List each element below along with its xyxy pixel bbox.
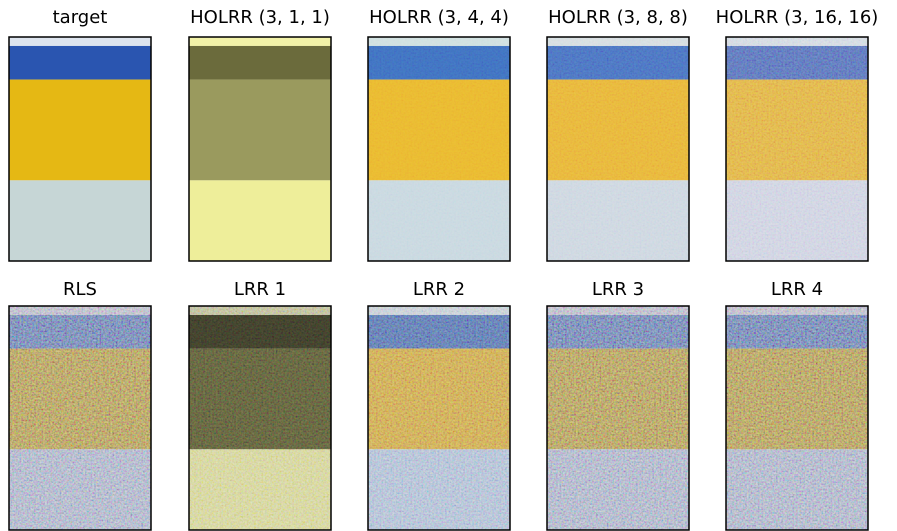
panel-title: HOLRR (3, 16, 16)	[716, 7, 879, 28]
image-band	[189, 180, 331, 261]
image-noise	[547, 37, 689, 261]
image-noise	[9, 306, 151, 530]
panel: HOLRR (3, 1, 1)	[188, 7, 332, 262]
image-border	[188, 305, 332, 531]
image-band	[189, 45, 331, 80]
panel-title: LRR 3	[592, 279, 644, 300]
image-noise	[726, 37, 868, 261]
panel: target	[8, 7, 152, 262]
panel-title: LRR 1	[234, 279, 286, 300]
panel: LRR 3	[546, 279, 690, 531]
image-band	[9, 180, 151, 261]
image-band	[9, 45, 151, 80]
panel-title: HOLRR (3, 4, 4)	[369, 7, 509, 28]
image-noise	[189, 306, 331, 530]
image-border	[546, 305, 690, 531]
image-border	[188, 36, 332, 262]
panel-title: target	[53, 7, 108, 28]
image-border	[8, 36, 152, 262]
image-noise	[726, 306, 868, 530]
image-border	[725, 36, 869, 262]
panel: RLS	[8, 279, 152, 531]
panel: LRR 1	[188, 279, 332, 531]
panel: LRR 2	[367, 279, 511, 531]
image-band	[9, 37, 151, 46]
panel: LRR 4	[725, 279, 869, 531]
image-border	[367, 305, 511, 531]
panel: HOLRR (3, 8, 8)	[546, 7, 690, 262]
panel-title: LRR 2	[413, 279, 465, 300]
image-noise	[547, 306, 689, 530]
image-noise	[368, 37, 510, 261]
image-border	[546, 36, 690, 262]
panel-title: RLS	[63, 279, 97, 300]
panel-title: HOLRR (3, 8, 8)	[548, 7, 688, 28]
panel-title: LRR 4	[771, 279, 823, 300]
panel-title: HOLRR (3, 1, 1)	[190, 7, 330, 28]
panel: HOLRR (3, 16, 16)	[716, 7, 879, 262]
image-band	[189, 79, 331, 181]
image-border	[8, 305, 152, 531]
image-border	[725, 305, 869, 531]
image-noise	[368, 306, 510, 530]
image-band	[9, 79, 151, 181]
image-band	[189, 37, 331, 46]
panel: HOLRR (3, 4, 4)	[367, 7, 511, 262]
image-border	[367, 36, 511, 262]
